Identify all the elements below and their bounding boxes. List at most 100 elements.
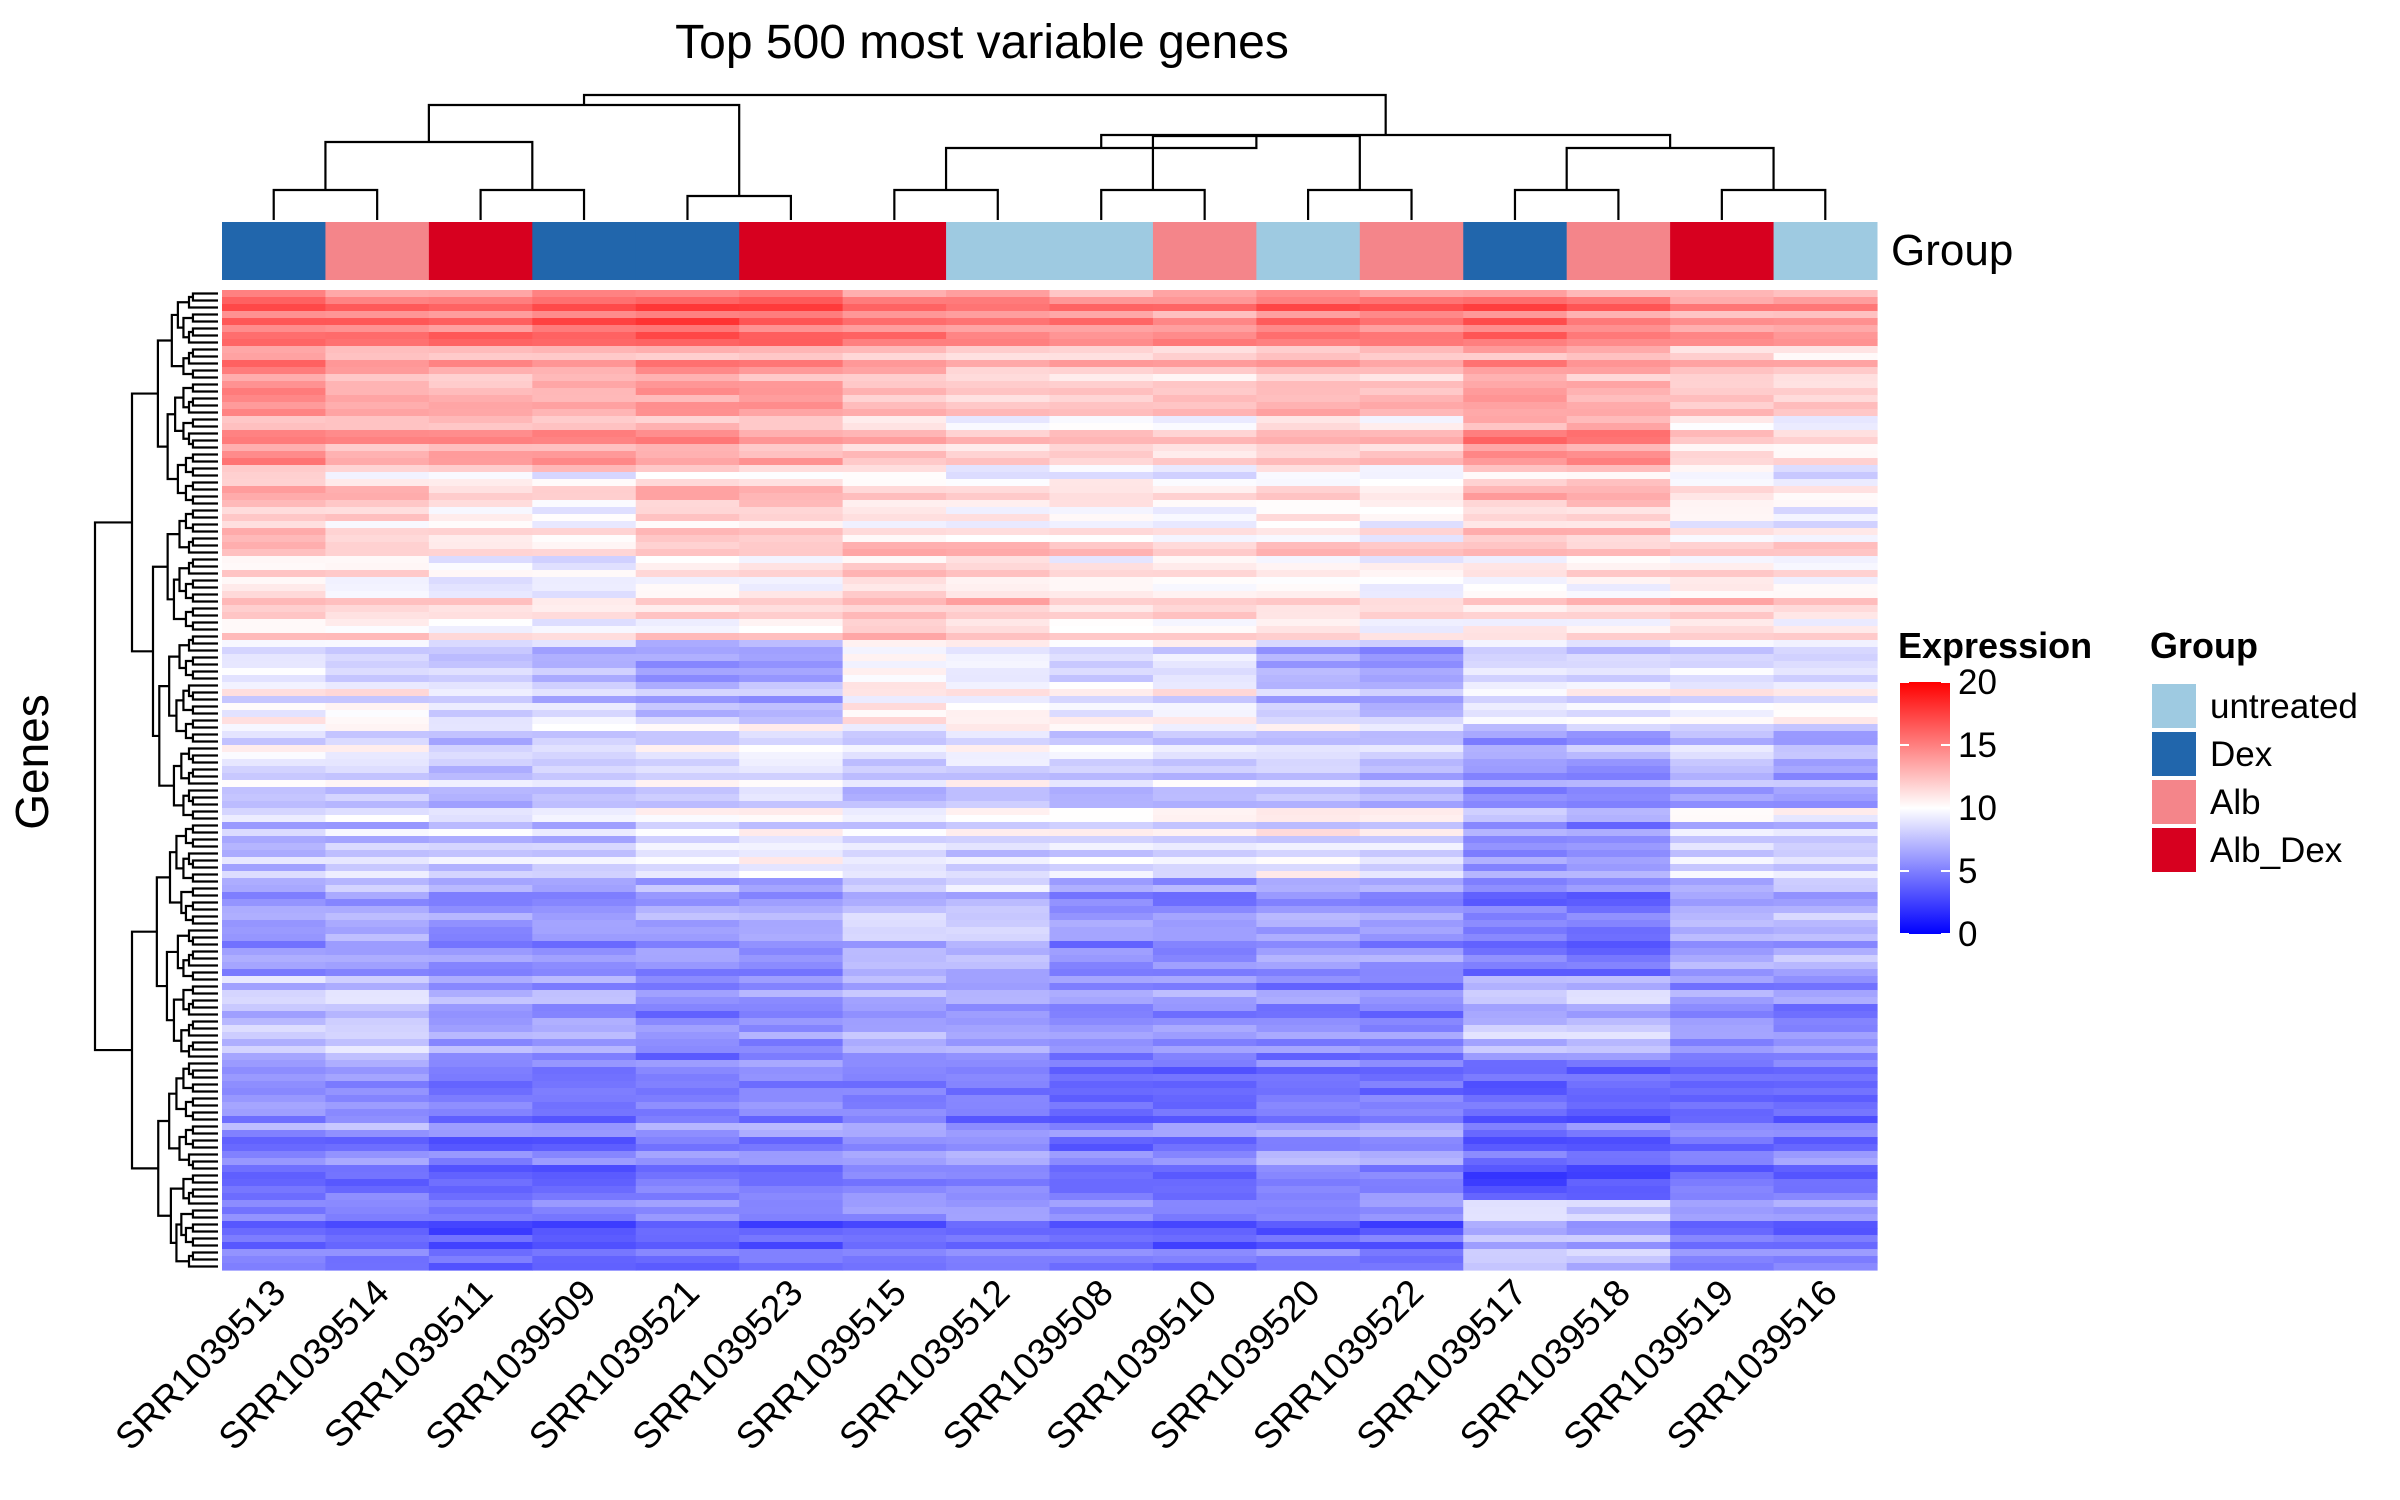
heatmap-cell: [1256, 787, 1361, 795]
heatmap-cell: [1256, 1032, 1361, 1040]
heatmap-cell: [1670, 906, 1775, 914]
heatmap-cell: [842, 1200, 947, 1208]
heatmap-cell: [842, 570, 947, 578]
heatmap-cell: [222, 563, 327, 571]
heatmap-cell: [1359, 766, 1464, 774]
heatmap-cell: [739, 416, 844, 424]
heatmap-cell: [1566, 472, 1671, 480]
heatmap-cell: [635, 843, 740, 851]
heatmap-cell: [1773, 297, 1878, 305]
annotation-cell: [1359, 222, 1464, 280]
heatmap-cell: [1670, 402, 1775, 410]
heatmap-cell: [1463, 843, 1568, 851]
heatmap-cell: [1773, 1228, 1878, 1236]
heatmap-cell: [946, 584, 1051, 592]
heatmap-cell: [739, 969, 844, 977]
heatmap-cell: [532, 1242, 637, 1250]
heatmap-cell: [635, 731, 740, 739]
heatmap-cell: [1359, 486, 1464, 494]
heatmap-cell: [1152, 1200, 1257, 1208]
heatmap-cell: [532, 1165, 637, 1173]
heatmap-cell: [1359, 507, 1464, 515]
heatmap-cell: [532, 829, 637, 837]
heatmap-cell: [1359, 1060, 1464, 1068]
heatmap-cell: [1359, 381, 1464, 389]
heatmap-cell: [1670, 367, 1775, 375]
heatmap-cell: [739, 1109, 844, 1117]
heatmap-cell: [946, 759, 1051, 767]
heatmap-cell: [1773, 976, 1878, 984]
heatmap-cell: [635, 885, 740, 893]
heatmap-cell: [1049, 535, 1154, 543]
heatmap-cell: [1566, 1046, 1671, 1054]
heatmap-cell: [1359, 871, 1464, 879]
heatmap-cell: [222, 941, 327, 949]
heatmap-cell: [1359, 493, 1464, 501]
heatmap-cell: [1359, 773, 1464, 781]
heatmap-cell: [1670, 556, 1775, 564]
heatmap-cell: [1773, 1179, 1878, 1187]
heatmap-cell: [1773, 1137, 1878, 1145]
heatmap-cell: [1670, 1053, 1775, 1061]
heatmap-cell: [1463, 612, 1568, 620]
heatmap-cell: [1566, 570, 1671, 578]
heatmap-cell: [1773, 1123, 1878, 1131]
heatmap-cell: [946, 346, 1051, 354]
heatmap-cell: [1359, 1018, 1464, 1026]
dendrogram-branch: [184, 1128, 193, 1146]
heatmap-cell: [1566, 710, 1671, 718]
heatmap-cell: [532, 878, 637, 886]
heatmap-cell: [946, 1074, 1051, 1082]
dendrogram-branch: [893, 188, 999, 220]
heatmap-cell: [1670, 997, 1775, 1005]
heatmap-cell: [428, 598, 533, 606]
heatmap-cell: [1566, 864, 1671, 872]
heatmap-cell: [1670, 416, 1775, 424]
heatmap-cell: [1463, 1018, 1568, 1026]
heatmap-cell: [428, 591, 533, 599]
heatmap-cell: [1152, 1263, 1257, 1271]
heatmap-cell: [1256, 423, 1361, 431]
heatmap-cell: [739, 605, 844, 613]
heatmap-cell: [1359, 962, 1464, 970]
heatmap-cell: [1773, 647, 1878, 655]
heatmap-cell: [1359, 584, 1464, 592]
heatmap-cell: [428, 1074, 533, 1082]
heatmap-cell: [325, 1172, 430, 1180]
heatmap-cell: [1566, 906, 1671, 914]
heatmap-cell: [635, 724, 740, 732]
heatmap-cell: [739, 1228, 844, 1236]
heatmap-cell: [739, 696, 844, 704]
heatmap-cell: [222, 346, 327, 354]
heatmap-cell: [1463, 570, 1568, 578]
heatmap-cell: [1566, 738, 1671, 746]
heatmap-cell: [1359, 605, 1464, 613]
heatmap-cell: [1256, 1116, 1361, 1124]
heatmap-cell: [428, 451, 533, 459]
heatmap-cell: [635, 591, 740, 599]
heatmap-cell: [1152, 514, 1257, 522]
heatmap-cell: [842, 1263, 947, 1271]
heatmap-cell: [1049, 689, 1154, 697]
heatmap-cell: [1049, 1060, 1154, 1068]
heatmap-cell: [222, 1172, 327, 1180]
heatmap-cell: [1773, 927, 1878, 935]
dendrogram-branch: [191, 523, 218, 533]
heatmap-cell: [325, 388, 430, 396]
heatmap-cell: [1773, 1109, 1878, 1117]
heatmap-cell: [739, 913, 844, 921]
heatmap-cell: [1670, 465, 1775, 473]
heatmap-cell: [842, 304, 947, 312]
heatmap-cell: [222, 927, 327, 935]
heatmap-cell: [1773, 878, 1878, 886]
heatmap-cell: [635, 402, 740, 410]
heatmap-cell: [1359, 1158, 1464, 1166]
heatmap-cell: [1152, 346, 1257, 354]
heatmap-cell: [842, 325, 947, 333]
dendrogram-branch: [191, 481, 218, 491]
heatmap-cell: [1463, 689, 1568, 697]
heatmap-cell: [428, 871, 533, 879]
heatmap-cell: [1566, 689, 1671, 697]
heatmap-cell: [1463, 521, 1568, 529]
heatmap-cell: [325, 479, 430, 487]
